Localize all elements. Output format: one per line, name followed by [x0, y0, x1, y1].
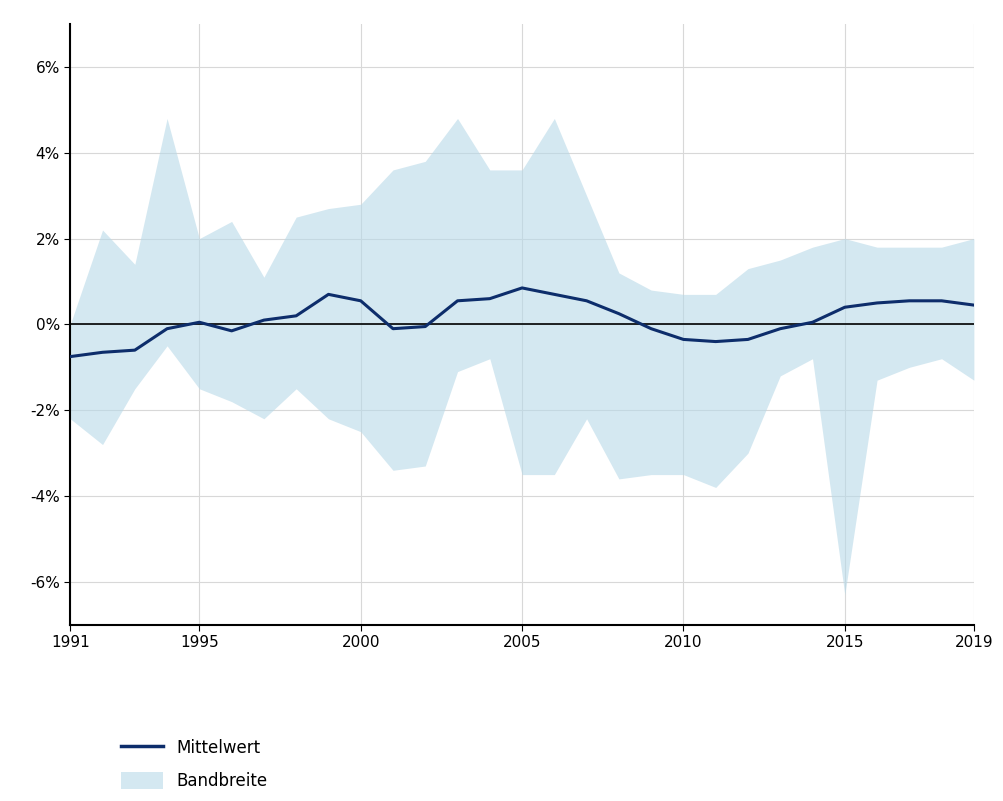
Legend: Mittelwert, Bandbreite: Mittelwert, Bandbreite [114, 732, 274, 797]
